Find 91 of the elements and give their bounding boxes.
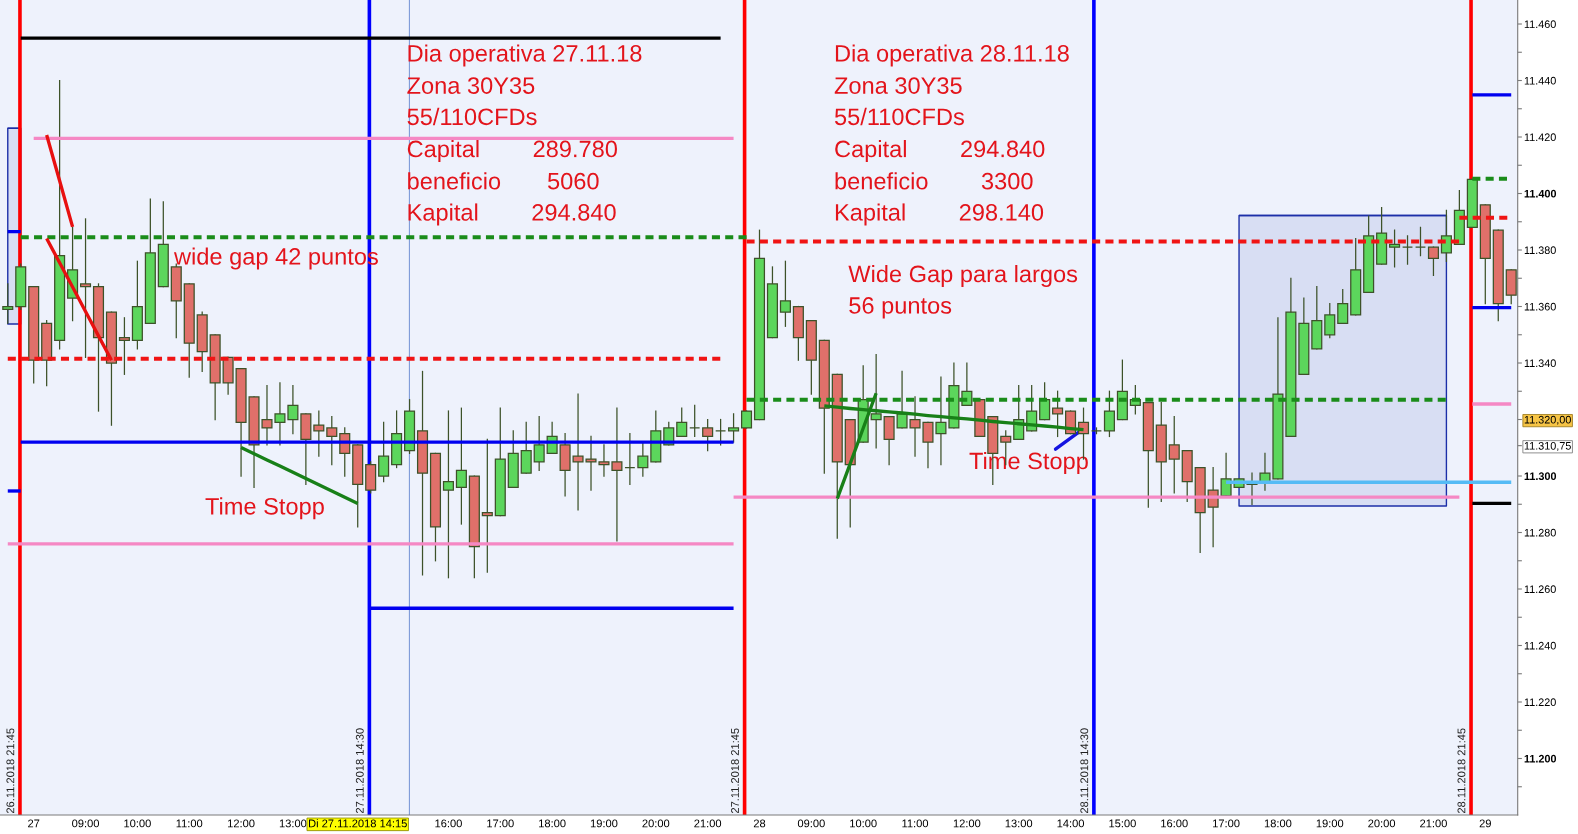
annotation: Dia operativa 28.11.18 bbox=[835, 44, 1069, 67]
x-tick-label: 11:00 bbox=[176, 819, 203, 828]
annotation: Kapital 294.840 bbox=[408, 203, 616, 226]
annotation: 28.11.2018 21:45 bbox=[1457, 728, 1466, 814]
y-tick-label: 11.200 bbox=[1524, 754, 1557, 763]
candlestick bbox=[118, 317, 130, 375]
x-tick-label: 28 bbox=[753, 819, 766, 828]
candlestick bbox=[533, 416, 545, 471]
candlestick bbox=[481, 438, 493, 573]
candlestick bbox=[1427, 246, 1440, 277]
x-tick-label: 13:00 bbox=[279, 819, 307, 828]
y-tick-label: 11.310,75 bbox=[1524, 442, 1571, 451]
x-tick-label: 11:00 bbox=[902, 819, 929, 828]
annotation: 28.11.2018 14:30 bbox=[1080, 728, 1089, 814]
candlestick bbox=[1389, 229, 1401, 268]
y-tick-label: 11.300 bbox=[1524, 472, 1557, 481]
candlestick bbox=[702, 418, 714, 452]
candlestick bbox=[870, 353, 882, 449]
x-tick-label: 16:00 bbox=[1161, 819, 1188, 828]
y-tick-label: 11.280 bbox=[1524, 528, 1556, 537]
annotation: beneficio 3300 bbox=[835, 172, 1033, 190]
y-tick-label: 11.240 bbox=[1524, 641, 1556, 650]
annotation: Zona 30Y35 bbox=[834, 77, 962, 94]
y-tick-label: 11.220 bbox=[1524, 698, 1556, 707]
x-tick-label: 21:00 bbox=[694, 819, 722, 828]
candlestick bbox=[1324, 303, 1336, 339]
y-tick-label: 11.260 bbox=[1524, 585, 1556, 594]
annotation: 26.11.2018 21:45 bbox=[6, 728, 15, 814]
x-tick-label: 19:00 bbox=[1316, 819, 1344, 828]
candlestick bbox=[1414, 226, 1427, 257]
x-tick-label: 18:00 bbox=[1264, 819, 1292, 828]
candlestick bbox=[520, 421, 532, 474]
x-tick-label: 27 bbox=[28, 819, 40, 828]
x-tick-label: 17:00 bbox=[1213, 819, 1240, 828]
x-tick-label: 10:00 bbox=[850, 819, 877, 828]
y-tick-label: 11.380 bbox=[1524, 246, 1556, 255]
y-tick-label: 11.340 bbox=[1524, 359, 1556, 368]
x-tick-label: 14:00 bbox=[1057, 819, 1085, 828]
annotation: Capital 289.780 bbox=[407, 140, 617, 163]
candlestick bbox=[1168, 416, 1180, 494]
y-tick-label: 11.440 bbox=[1524, 76, 1556, 85]
annotation: Zona 30Y35 bbox=[407, 77, 535, 94]
x-tick-label: 17:00 bbox=[487, 819, 514, 828]
candlestick bbox=[378, 421, 390, 483]
candlestick bbox=[1337, 288, 1349, 325]
annotation: Kapital 298.140 bbox=[835, 203, 1044, 226]
candlestick bbox=[728, 413, 740, 443]
candlestick bbox=[1052, 390, 1064, 438]
candlestick bbox=[79, 218, 92, 358]
x-tick-label: 10:00 bbox=[124, 819, 151, 828]
y-tick-label: 11.360 bbox=[1524, 302, 1556, 311]
candlestick bbox=[442, 410, 454, 579]
candlestick bbox=[326, 416, 338, 466]
annotation: 55/110CFDs bbox=[407, 107, 537, 126]
candlestick bbox=[1401, 235, 1414, 265]
x-tick-label: 09:00 bbox=[797, 819, 825, 828]
x-tick-label: Di 27.11.2018 14:15 bbox=[309, 819, 407, 828]
y-tick-label: 11.460 bbox=[1524, 20, 1556, 29]
x-tick-label: 12:00 bbox=[228, 819, 255, 828]
x-tick-label: 20:00 bbox=[1368, 819, 1396, 828]
x-tick-label: 20:00 bbox=[642, 819, 670, 828]
candlestick bbox=[676, 407, 688, 438]
x-tick-label: 16:00 bbox=[435, 819, 462, 828]
candlestick bbox=[1103, 390, 1115, 438]
candlestick bbox=[624, 433, 636, 486]
annotation: Capital 294.840 bbox=[835, 140, 1045, 163]
candlestick bbox=[455, 407, 467, 525]
y-tick-label: 11.420 bbox=[1524, 133, 1556, 142]
x-tick-label: 15:00 bbox=[1109, 819, 1136, 828]
candlestick bbox=[2, 283, 14, 325]
x-tick-label: 21:00 bbox=[1420, 819, 1447, 828]
annotation: 55/110CFDs bbox=[834, 107, 964, 126]
candlestick bbox=[637, 441, 649, 477]
annotation: Wide Gap para largos bbox=[848, 265, 1078, 288]
annotation: Dia operativa 27.11.18 bbox=[408, 44, 642, 67]
x-tick-label: 29 bbox=[1479, 819, 1491, 828]
annotation: beneficio 5060 bbox=[408, 172, 599, 190]
candlestick bbox=[715, 418, 727, 446]
candlestick bbox=[689, 404, 701, 438]
annotation: 27.11.2018 21:45 bbox=[731, 728, 739, 814]
annotation: Time Stopp bbox=[205, 497, 324, 520]
x-tick-label: 19:00 bbox=[590, 819, 618, 828]
x-tick-label: 18:00 bbox=[539, 819, 566, 828]
y-tick-label: 11.320,00 bbox=[1524, 415, 1571, 425]
x-tick-label: 12:00 bbox=[953, 819, 981, 828]
annotation: 27.11.2018 14:30 bbox=[355, 728, 364, 814]
annotation: 56 puntos bbox=[849, 297, 952, 319]
y-tick-label: 11.400 bbox=[1524, 189, 1557, 198]
x-tick-label: 13:00 bbox=[1005, 819, 1033, 828]
candlestick bbox=[779, 260, 791, 327]
x-tick-label: 09:00 bbox=[72, 819, 100, 828]
